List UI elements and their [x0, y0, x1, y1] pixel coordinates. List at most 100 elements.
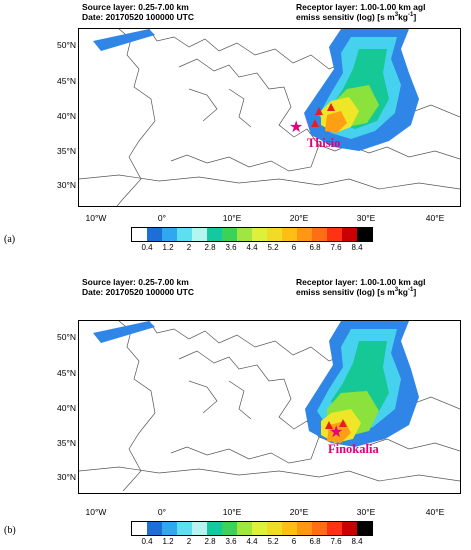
panel-a: Source layer: 0.25-7.00 km Date: 2017052… [4, 2, 461, 252]
lat-tick: 50°N [57, 332, 76, 342]
colorbar-tick-label: 2.8 [204, 243, 216, 252]
colorbar-tick-label: 4.4 [246, 537, 258, 546]
colorbar-tick-label: 6 [291, 243, 297, 252]
lon-tick: 30°E [356, 507, 376, 517]
site-label: Finokalia [328, 442, 379, 456]
site-label: Thisio [307, 136, 341, 150]
emiss-unit: kg [398, 287, 408, 297]
header-right: Receptor layer: 1.00-1.00 km agl emiss s… [296, 2, 425, 22]
source-layer-text: Source layer: 0.25-7.00 km [82, 2, 189, 12]
colorbar-swatch [162, 522, 177, 535]
colorbar-swatch [282, 228, 297, 241]
colorbar-tick-label: 5.2 [267, 537, 279, 546]
triangle-marker [315, 107, 323, 115]
map-drawing [79, 321, 460, 492]
emiss-close: ] [413, 12, 417, 22]
date-text: Date: 20170520 100000 UTC [82, 287, 194, 297]
colorbar-swatch [207, 522, 222, 535]
colorbar [131, 227, 373, 242]
colorbar-tick-label: 2 [186, 537, 192, 546]
lon-tick: 40°E [425, 507, 445, 517]
colorbar-swatch [327, 228, 342, 241]
lat-tick: 40°N [57, 111, 76, 121]
colorbar-tick-label: 0.4 [141, 243, 153, 252]
emiss-sup: 3 [394, 12, 399, 19]
plume-orange [325, 111, 347, 133]
site-star-icon: ★ [289, 119, 304, 136]
triangle-marker [339, 419, 347, 427]
lon-tick: 20°E [289, 507, 309, 517]
plume-streak [93, 29, 155, 51]
lat-tick: 40°N [57, 403, 76, 413]
colorbar-swatch [267, 228, 282, 241]
header-right: Receptor layer: 1.00-1.00 km agl emiss s… [296, 277, 425, 297]
source-layer-text: Source layer: 0.25-7.00 km [82, 277, 189, 287]
map-frame [78, 28, 461, 207]
emiss-label: emiss sensitiv (log) [s m [296, 287, 395, 297]
panel-b: Source layer: 0.25-7.00 km Date: 2017052… [0, 275, 471, 550]
colorbar-swatch [312, 228, 327, 241]
colorbar-swatch [327, 522, 342, 535]
emiss-sensitivity-text: emiss sensitiv (log) [s m3kg-1] [296, 287, 425, 297]
panel-label: (a) [4, 234, 16, 245]
colorbar-swatch [132, 228, 147, 241]
lon-tick: 0° [157, 213, 167, 223]
colorbar-swatch [297, 228, 312, 241]
colorbar-swatch [252, 522, 267, 535]
lat-tick: 50°N [57, 40, 76, 50]
emiss-unit: kg [398, 12, 408, 22]
colorbar-tick-label: 5.2 [267, 243, 279, 252]
lon-tick: 20°E [289, 213, 309, 223]
lon-tick: 10°E [222, 507, 242, 517]
colorbar-swatch [357, 522, 372, 535]
lon-tick: 40°E [425, 213, 445, 223]
colorbar-swatch [222, 228, 237, 241]
emiss-sup: 3 [394, 287, 399, 294]
lat-tick: 35°N [57, 438, 76, 448]
emiss-sup2: -1 [408, 12, 414, 19]
colorbar-swatch [207, 228, 222, 241]
panel-label: (b) [4, 525, 16, 536]
triangle-marker [311, 119, 319, 127]
plume-markers [325, 419, 347, 429]
emiss-sensitivity-text: emiss sensitiv (log) [s m3kg-1] [296, 12, 425, 22]
emiss-close: ] [413, 287, 417, 297]
date-text: Date: 20170520 100000 UTC [82, 12, 194, 22]
plume-streak [93, 321, 155, 343]
colorbar-tick-label: 7.6 [330, 537, 342, 546]
colorbar-swatch [267, 522, 282, 535]
lon-tick: 30°E [356, 213, 376, 223]
colorbar-swatch [177, 228, 192, 241]
receptor-layer-text: Receptor layer: 1.00-1.00 km agl [296, 277, 426, 287]
receptor-layer-text: Receptor layer: 1.00-1.00 km agl [296, 2, 426, 12]
map-drawing [79, 29, 460, 206]
emiss-sup2: -1 [408, 287, 414, 294]
colorbar-tick-label: 1.2 [162, 243, 174, 252]
lon-tick: 10°W [85, 507, 107, 517]
colorbar-swatch [342, 228, 357, 241]
colorbar-swatch [252, 228, 267, 241]
colorbar-swatch [357, 228, 372, 241]
emiss-label: emiss sensitiv (log) [s m [296, 12, 395, 22]
lon-tick: 0° [157, 507, 167, 517]
colorbar-tick-label: 6.8 [309, 537, 321, 546]
lon-tick: 10°E [222, 213, 242, 223]
lat-tick: 30°N [57, 180, 76, 190]
header-left: Source layer: 0.25-7.00 km Date: 2017052… [82, 277, 194, 297]
colorbar-swatch [237, 522, 252, 535]
colorbar-tick-label: 1.2 [162, 537, 174, 546]
colorbar-swatch [192, 522, 207, 535]
colorbar-swatch [312, 522, 327, 535]
lat-tick: 45°N [57, 76, 76, 86]
lat-tick: 45°N [57, 368, 76, 378]
triangle-marker [325, 421, 333, 429]
colorbar-swatch [192, 228, 207, 241]
colorbar-swatch [132, 522, 147, 535]
triangle-marker [327, 103, 335, 111]
lon-tick: 10°W [85, 213, 107, 223]
colorbar-swatch [147, 522, 162, 535]
site-star-icon: ★ [329, 424, 344, 441]
lat-tick: 35°N [57, 146, 76, 156]
colorbar [131, 521, 373, 536]
colorbar-tick-label: 6.8 [309, 243, 321, 252]
